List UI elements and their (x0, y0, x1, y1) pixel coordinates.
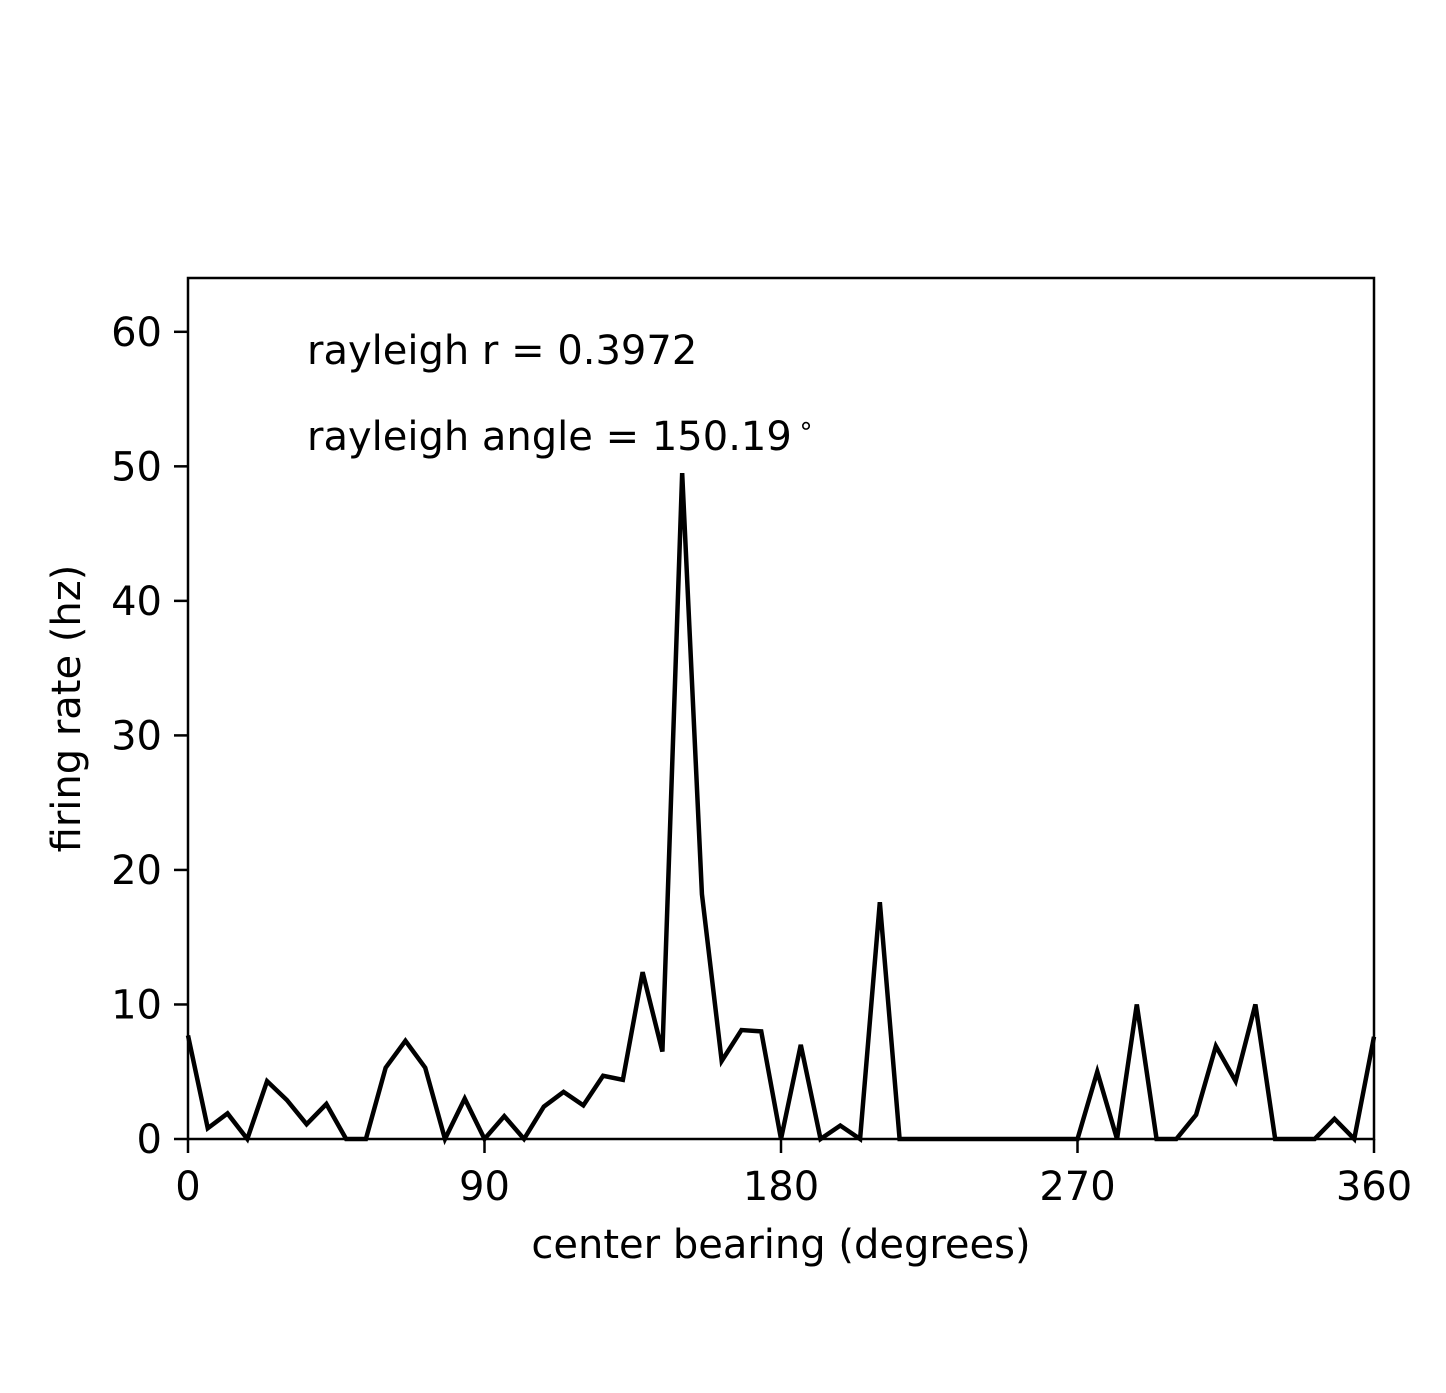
x-tick-label: 90 (459, 1164, 510, 1210)
y-tick-label: 0 (137, 1117, 162, 1163)
y-tick-label: 40 (111, 579, 162, 625)
x-tick-label: 270 (1039, 1164, 1115, 1210)
rayleigh-angle-text: rayleigh angle = 150.19 (307, 414, 792, 460)
y-tick-label: 20 (111, 848, 162, 894)
x-tick-label: 180 (743, 1164, 819, 1210)
rayleigh-angle-annotation: rayleigh angle = 150.19 ∘ (307, 411, 814, 460)
plot-frame (186, 276, 1376, 1141)
y-tick-label: 60 (111, 310, 162, 356)
y-tick-label: 30 (111, 713, 162, 759)
y-tick-label: 50 (111, 444, 162, 490)
y-tick-label: 10 (111, 982, 162, 1028)
x-tick-label: 0 (175, 1164, 200, 1210)
ticks: 0 90 180 270 360 0 10 20 30 40 50 60 (111, 310, 1412, 1210)
rayleigh-r-annotation: rayleigh r = 0.3972 (307, 328, 697, 374)
x-tick-label: 360 (1336, 1164, 1412, 1210)
y-axis-label: firing rate (hz) (44, 565, 90, 853)
x-axis-label: center bearing (degrees) (531, 1222, 1030, 1268)
degree-symbol: ∘ (798, 411, 814, 441)
